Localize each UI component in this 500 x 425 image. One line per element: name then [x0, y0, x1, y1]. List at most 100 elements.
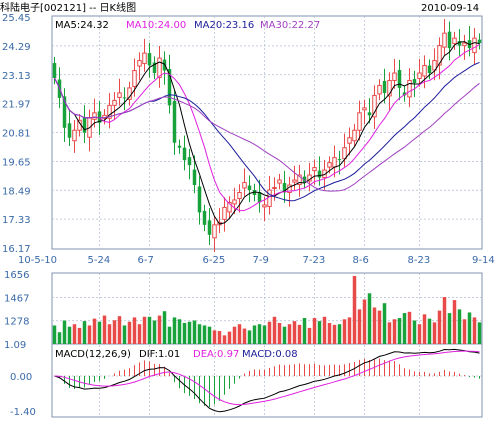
volume-bar [477, 322, 482, 344]
date-tick-label: 8-6 [353, 255, 369, 266]
volume-bar [217, 331, 222, 344]
volume-bar [142, 316, 147, 344]
candle-body-up [437, 45, 442, 66]
candle-body-down [412, 78, 417, 83]
candle-body-down [67, 123, 72, 138]
candle-body-down [382, 80, 387, 93]
candle-body-up [442, 32, 447, 48]
price-tick-label: 24.29 [2, 42, 31, 53]
volume-bar [117, 316, 122, 344]
volume-bar [152, 320, 157, 344]
candle-body-down [447, 31, 452, 49]
volume-bar [262, 325, 267, 344]
volume-bar [102, 315, 107, 344]
volume-bar [332, 324, 337, 344]
candle-body-up [327, 162, 332, 168]
candle-body-up [452, 37, 457, 45]
date-tick-label: 10-5-10 [18, 255, 57, 266]
candle-body-down [402, 92, 407, 96]
price-tick-label: 21.97 [2, 100, 31, 111]
moving-average-lines [54, 41, 480, 225]
volume-panel [51, 272, 483, 345]
candle-body-down [397, 70, 402, 88]
volume-bar [417, 324, 422, 344]
candle-body-up [407, 79, 412, 98]
ma-legend-item: MA30:22.27 [260, 20, 320, 31]
volume-bar [267, 321, 272, 344]
candle-body-up [312, 167, 317, 172]
date-tick-label: 9-14 [472, 255, 495, 266]
price-tick-label: 20.81 [2, 129, 31, 140]
date-tick-label: 7-9 [253, 255, 269, 266]
candle-body-down [457, 41, 462, 46]
volume-bar [352, 275, 357, 344]
ma-legend-item: MA20:23.16 [194, 20, 254, 31]
candle-body-up [387, 79, 392, 97]
candle-body-up [357, 112, 362, 131]
volume-bar [287, 324, 292, 344]
candle-body-down [182, 147, 187, 161]
volume-bar [107, 324, 112, 344]
volume-bar [212, 330, 217, 344]
volume-bar [137, 324, 142, 344]
volume-bar [402, 313, 407, 344]
candle-body-down [82, 117, 87, 133]
volume-bar [377, 310, 382, 344]
volume-bar [432, 322, 437, 344]
price-tick-label: 19.65 [2, 157, 31, 168]
volume-bar [387, 322, 392, 344]
macd-legend-item: MACD(12,26,9) [55, 349, 131, 360]
candle-body-up [352, 129, 357, 142]
candle-body-up [142, 52, 147, 65]
volume-bar [237, 324, 242, 344]
candle-body-up [277, 179, 282, 184]
volume-bar [202, 325, 207, 344]
volume-bar [207, 326, 212, 344]
date-tick-label: 7-23 [303, 255, 326, 266]
ma10-line [54, 43, 480, 212]
volume-bar [407, 311, 412, 344]
candle-body-up [362, 107, 367, 111]
candle-body-down [147, 53, 152, 66]
volume-bar [52, 325, 57, 344]
volume-bar [367, 293, 372, 344]
volume-bar [222, 335, 227, 344]
volume-bar [452, 300, 457, 344]
volume-bar [277, 322, 282, 344]
candle-body-down [337, 159, 342, 161]
candle-body-down [52, 63, 57, 78]
candle-body-up [222, 206, 227, 220]
candle-body-up [432, 60, 437, 71]
candle-body-down [167, 69, 172, 106]
volume-bar [397, 318, 402, 344]
candle-body-up [112, 99, 117, 106]
candle-body-up [242, 182, 247, 189]
volume-bar [302, 318, 307, 344]
macd-legend-item: DEA:0.97 [193, 349, 239, 360]
volume-bar [122, 325, 127, 344]
volume-bar [327, 322, 332, 344]
volume-bar [62, 320, 67, 344]
candle-body-down [177, 145, 182, 148]
volume-bar [97, 321, 102, 344]
volume-bar [72, 324, 77, 344]
candle-body-up [417, 72, 422, 79]
candle-body-up [392, 72, 397, 81]
volume-bar [167, 326, 172, 344]
dea-line [54, 350, 480, 406]
ma-legend-item: MA10:24.00 [126, 20, 186, 31]
candle-body-up [272, 187, 277, 190]
volume-bar [347, 317, 352, 344]
volume-bar [127, 321, 132, 344]
volume-bar [447, 313, 452, 344]
candle-body-down [172, 100, 177, 143]
volume-tick-label: 1467 [4, 293, 29, 304]
grid-lines [52, 16, 482, 417]
candle-body-up [237, 191, 242, 199]
candle-body-up [132, 70, 137, 87]
candle-body-up [297, 174, 302, 186]
volume-bar [232, 326, 237, 344]
price-tick-label: 17.33 [2, 215, 31, 226]
dif-line [54, 348, 480, 413]
volume-bar [462, 319, 467, 344]
